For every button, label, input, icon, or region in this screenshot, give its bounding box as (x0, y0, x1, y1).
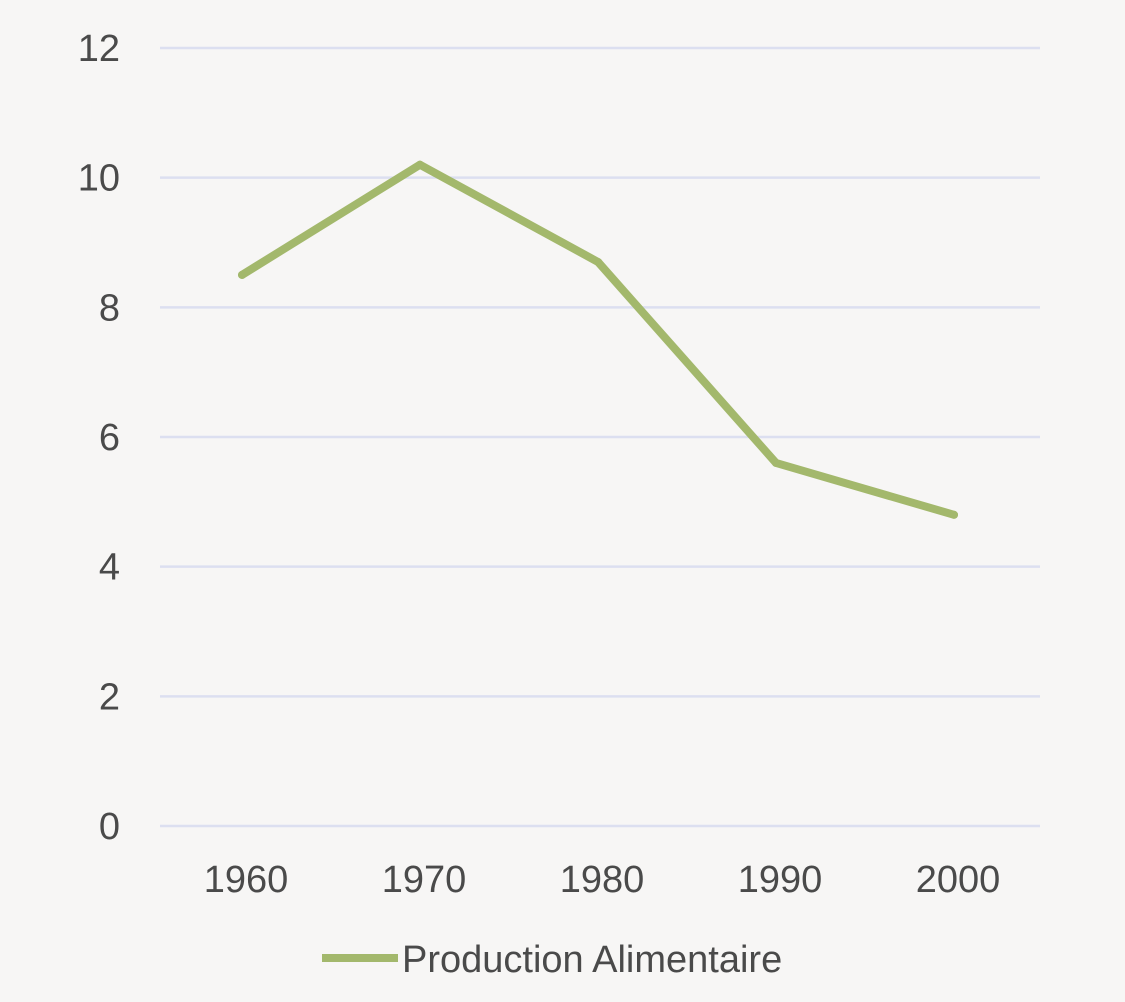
y-tick-label: 4 (99, 547, 120, 589)
x-axis-tick-labels: 1960 1970 1980 1990 2000 (204, 859, 1001, 901)
y-tick-label: 0 (99, 806, 120, 848)
y-tick-label: 12 (78, 28, 120, 70)
data-point-1970 (416, 160, 424, 169)
data-point-1980 (594, 257, 602, 266)
x-tick-label: 1990 (738, 859, 823, 901)
x-tick-label: 2000 (916, 859, 1001, 901)
gridlines (160, 46, 1040, 828)
x-tick-label: 1960 (204, 859, 289, 901)
data-point-1990 (772, 458, 780, 467)
y-tick-label: 8 (99, 287, 120, 329)
legend: Production Alimentaire (322, 939, 782, 981)
y-tick-label: 2 (99, 676, 120, 718)
data-point-2000 (950, 510, 958, 519)
y-axis-tick-labels: 0 2 4 6 8 10 12 (78, 28, 120, 848)
x-tick-label: 1970 (382, 859, 467, 901)
y-tick-label: 6 (99, 417, 120, 459)
x-tick-label: 1980 (560, 859, 645, 901)
y-tick-label: 10 (78, 158, 120, 200)
series-lines (238, 160, 958, 519)
legend-label-production-alimentaire: Production Alimentaire (402, 939, 782, 981)
data-point-1960 (238, 270, 246, 279)
